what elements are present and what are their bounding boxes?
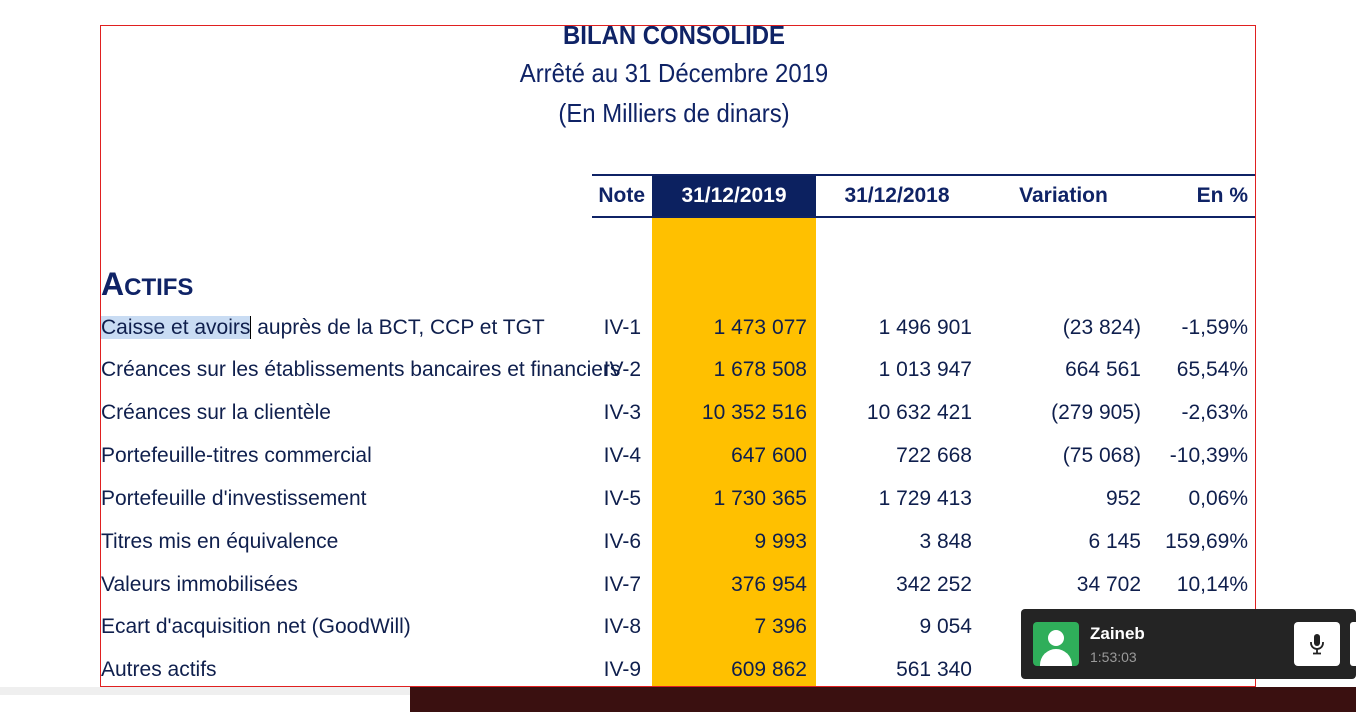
row-value-2019: 7 396: [754, 615, 807, 638]
row-percent: -10,39%: [1169, 444, 1248, 467]
section-heading-rest: CTIFS: [124, 274, 194, 301]
table-row: Créances sur la clientèle IV-3 10 352 51…: [101, 393, 1255, 433]
row-value-2019: 1 678 508: [713, 358, 807, 381]
avatar-head: [1048, 630, 1064, 646]
row-value-2019: 9 993: [754, 530, 807, 553]
row-note: IV-8: [603, 615, 641, 638]
row-note: IV-1: [603, 316, 641, 339]
row-percent: 10,14%: [1176, 573, 1248, 596]
row-value-2018: 722 668: [896, 444, 972, 467]
next-control-button[interactable]: [1350, 622, 1356, 666]
unit-label: (En Milliers de dinars): [558, 98, 790, 128]
row-note: IV-2: [603, 358, 641, 381]
slide-frame: BILAN CONSOLIDE Arrêté au 31 Décembre 20…: [100, 25, 1256, 687]
row-value-2018: 342 252: [896, 573, 972, 596]
row-value-2018: 3 848: [919, 530, 972, 553]
row-variation: (279 905): [1051, 401, 1141, 424]
row-label[interactable]: Valeurs immobilisées: [101, 573, 298, 596]
section-heading-initial: A: [101, 266, 125, 302]
header-2019-background: [652, 176, 816, 216]
row-percent: -1,59%: [1181, 316, 1248, 339]
avatar-body: [1040, 649, 1072, 666]
row-value-2018: 9 054: [919, 615, 972, 638]
table-row: Portefeuille-titres commercial IV-4 647 …: [101, 436, 1255, 476]
col-header-note: Note: [598, 184, 645, 207]
video-thumbnail-strip: [410, 687, 1356, 712]
row-value-2018: 561 340: [896, 658, 972, 681]
table-row: Titres mis en équivalence IV-6 9 993 3 8…: [101, 522, 1255, 562]
row-label[interactable]: Titres mis en équivalence: [101, 530, 339, 553]
row-variation: 952: [1105, 487, 1141, 510]
row-note: IV-5: [603, 487, 641, 510]
row-variation: 34 702: [1076, 573, 1141, 596]
col-header-variation: Variation: [1019, 184, 1108, 207]
table-row: Caisse et avoirs auprès de la BCT, CCP e…: [101, 308, 1255, 348]
call-overlay[interactable]: Zaineb 1:53:03: [1021, 609, 1356, 679]
row-percent: 159,69%: [1165, 530, 1248, 553]
user-avatar-icon: [1033, 622, 1079, 666]
row-percent: 65,54%: [1176, 358, 1248, 381]
row-variation: (23 824): [1062, 316, 1141, 339]
row-variation: 6 145: [1088, 530, 1141, 553]
row-label[interactable]: Autres actifs: [101, 658, 217, 681]
row-label[interactable]: Créances sur les établissements bancaire…: [101, 358, 621, 381]
col-header-2019: 31/12/2019: [681, 184, 787, 207]
row-percent: 0,06%: [1188, 487, 1248, 510]
call-duration: 1:53:03: [1090, 649, 1137, 665]
col-header-2018: 31/12/2018: [844, 184, 950, 207]
row-value-2018: 1 013 947: [878, 358, 972, 381]
header-rule-top: [592, 174, 1255, 176]
row-value-2019: 609 862: [731, 658, 807, 681]
table-row: Portefeuille d'investissement IV-5 1 730…: [101, 479, 1255, 519]
col-header-percent: En %: [1196, 184, 1248, 207]
highlight-column: [652, 218, 816, 686]
microphone-icon[interactable]: [1294, 622, 1340, 666]
page-subtitle: Arrêté au 31 Décembre 2019: [519, 58, 829, 88]
row-label[interactable]: Caisse et avoirs auprès de la BCT, CCP e…: [101, 308, 545, 348]
row-note: IV-6: [603, 530, 641, 553]
header-rule-bottom: [592, 216, 1255, 218]
table-row: Autres actifs IV-9 609 862 561 340: [101, 650, 1255, 686]
row-label[interactable]: Portefeuille-titres commercial: [101, 444, 372, 467]
row-variation: 664 561: [1065, 358, 1141, 381]
row-label[interactable]: Créances sur la clientèle: [101, 401, 331, 424]
row-note: IV-3: [603, 401, 641, 424]
table-row: Valeurs immobilisées IV-7 376 954 342 25…: [101, 565, 1255, 605]
microphone-glyph: [1310, 634, 1324, 655]
row-label-rest[interactable]: auprès de la BCT, CCP et TGT: [250, 316, 545, 339]
table-row: Ecart d'acquisition net (GoodWill) IV-8 …: [101, 607, 1255, 647]
row-note: IV-9: [603, 658, 641, 681]
row-value-2018: 1 496 901: [878, 316, 972, 339]
row-variation: (75 068): [1062, 444, 1141, 467]
row-label[interactable]: Portefeuille d'investissement: [101, 487, 367, 510]
row-value-2018: 10 632 421: [866, 401, 972, 424]
row-note: IV-7: [603, 573, 641, 596]
selected-text[interactable]: Caisse et avoirs: [101, 316, 251, 339]
row-percent: -2,63%: [1181, 401, 1248, 424]
row-note: IV-4: [603, 444, 641, 467]
section-heading-actifs: ACTIFS: [101, 266, 193, 303]
row-value-2019: 647 600: [731, 444, 807, 467]
row-value-2019: 1 730 365: [713, 487, 807, 510]
table-row: Créances sur les établissements bancaire…: [101, 350, 1255, 390]
row-value-2018: 1 729 413: [878, 487, 972, 510]
row-value-2019: 1 473 077: [713, 316, 807, 339]
row-label[interactable]: Ecart d'acquisition net (GoodWill): [101, 615, 411, 638]
participant-name: Zaineb: [1090, 624, 1145, 643]
row-value-2019: 10 352 516: [701, 401, 807, 424]
page-title: BILAN CONSOLIDE: [563, 25, 785, 50]
browser-bottom-bar: [0, 687, 410, 695]
row-value-2019: 376 954: [731, 573, 807, 596]
